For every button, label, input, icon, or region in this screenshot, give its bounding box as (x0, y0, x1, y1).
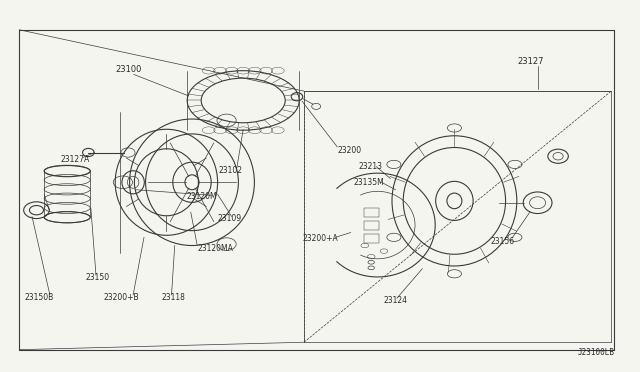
Text: 23120MA: 23120MA (197, 244, 233, 253)
Text: 23150: 23150 (85, 273, 109, 282)
Text: 23127: 23127 (517, 57, 543, 66)
Text: 23200: 23200 (338, 146, 362, 155)
Text: 23156: 23156 (490, 237, 515, 246)
Text: 23127A: 23127A (60, 155, 90, 164)
Text: 23124: 23124 (384, 296, 408, 305)
Bar (364, 234, 379, 243)
Bar (364, 208, 379, 217)
Text: 23213: 23213 (358, 162, 383, 171)
Text: 23135M: 23135M (353, 178, 384, 187)
Text: 23150B: 23150B (24, 293, 54, 302)
Text: 23100: 23100 (115, 65, 141, 74)
Text: 23102: 23102 (219, 166, 243, 175)
Text: 23120M: 23120M (187, 192, 218, 201)
Text: 23118: 23118 (161, 293, 185, 302)
Text: 23109: 23109 (218, 214, 242, 223)
Bar (364, 221, 379, 230)
Text: 23200+A: 23200+A (302, 234, 338, 243)
Text: J23100LB: J23100LB (577, 348, 614, 357)
Text: 23200+B: 23200+B (104, 293, 140, 302)
